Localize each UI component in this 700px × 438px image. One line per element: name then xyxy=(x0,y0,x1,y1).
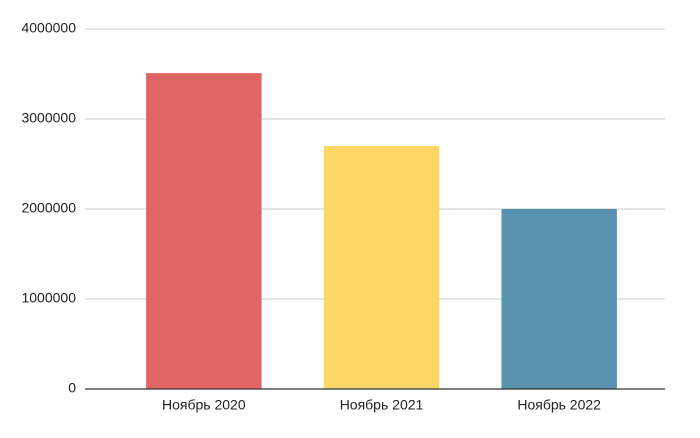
y-tick-label: 0 xyxy=(68,380,76,396)
y-tick-label: 1000000 xyxy=(21,290,76,306)
y-tick-label: 4000000 xyxy=(21,20,76,36)
x-tick-label: Ноябрь 2022 xyxy=(517,397,601,413)
bar xyxy=(323,146,440,389)
y-tick-label: 2000000 xyxy=(21,200,76,216)
y-tick-label: 3000000 xyxy=(21,110,76,126)
x-tick-label: Ноябрь 2020 xyxy=(162,397,246,413)
bar xyxy=(501,209,617,389)
x-tick-label: Ноябрь 2021 xyxy=(340,397,424,413)
bar xyxy=(146,73,262,389)
